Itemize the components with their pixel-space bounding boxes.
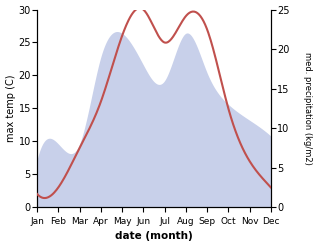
- Y-axis label: max temp (C): max temp (C): [5, 75, 16, 142]
- Y-axis label: med. precipitation (kg/m2): med. precipitation (kg/m2): [303, 52, 313, 165]
- X-axis label: date (month): date (month): [115, 231, 193, 242]
